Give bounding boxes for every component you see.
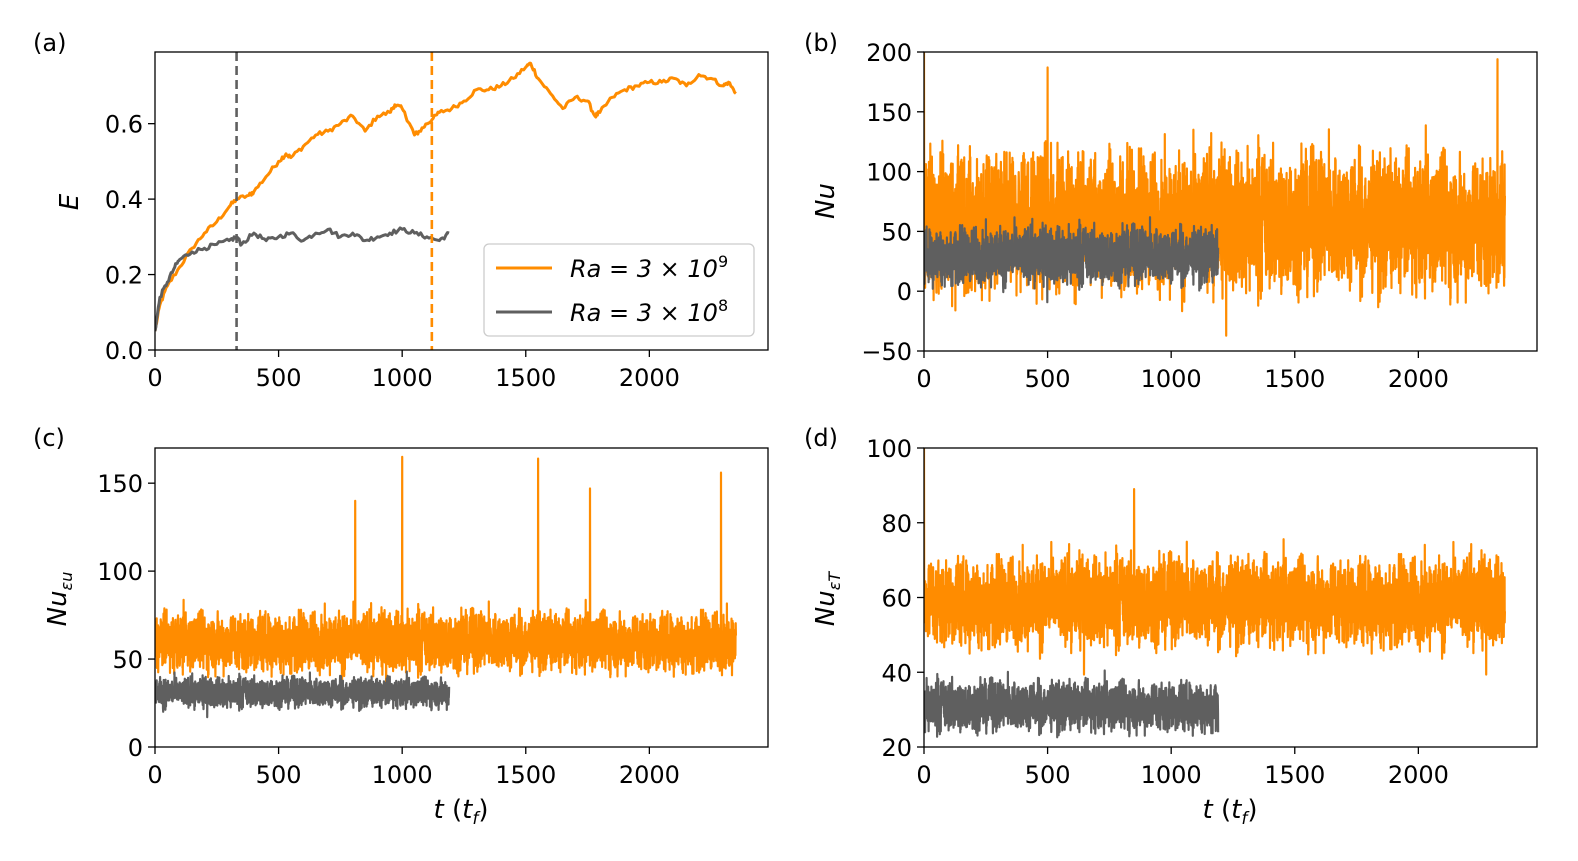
panel-b-xtick-label: 1500 (1264, 365, 1325, 393)
panel-d-ytick-label: 20 (881, 734, 912, 762)
panel-c-ytick-label: 100 (97, 558, 143, 586)
panel-c-label: (c) (33, 424, 65, 452)
panel-b-series-orange (924, 52, 1506, 337)
panel-a-xtick-label: 500 (256, 364, 302, 392)
panel-d-xlabel-t: t (1203, 795, 1214, 825)
panel-b-label: (b) (804, 29, 838, 57)
panel-b-ytick-label: 150 (866, 99, 912, 127)
panel-c-xlabel-t: t (434, 795, 445, 825)
panel-a-xtick-label: 0 (147, 364, 162, 392)
panel-a-series-orange (155, 61, 737, 332)
panel-c-xtick-label: 1000 (372, 761, 433, 789)
panel-c-ytick-label: 50 (112, 646, 143, 674)
panel-c-ylabel-sub: εu (57, 572, 76, 591)
panel-d-xtick-label: 2000 (1388, 761, 1449, 789)
legend-gray-prefix: Ra = 3 × 10 (570, 299, 718, 327)
legend-label-orange: Ra = 3 × 109 (570, 252, 728, 283)
panel-d-ytick-label: 40 (881, 659, 912, 687)
legend-gray-exp: 8 (718, 296, 728, 315)
panel-d-ytick-label: 60 (881, 585, 912, 613)
panel-c-xtick-label: 0 (147, 761, 162, 789)
panel-a-xtick-label: 1000 (372, 364, 433, 392)
panel-a-ytick-label: 0.6 (105, 111, 143, 139)
panel-c-xlabel-open: ( (444, 795, 462, 825)
panel-c-xtick-label: 500 (256, 761, 302, 789)
panel-a-series-gray (155, 226, 450, 332)
legend-label-gray: Ra = 3 × 108 (570, 296, 728, 327)
panel-b-ylabel: Nu (811, 183, 841, 219)
panel-b-series-gray (924, 216, 1220, 304)
legend: Ra = 3 × 109 Ra = 3 × 108 (483, 243, 755, 337)
panel-a-frame (154, 51, 769, 351)
panel-c-frame (154, 447, 769, 748)
panel-c-ylabel: Nuεu (43, 572, 76, 627)
panel-b-xtick-label: 1000 (1141, 365, 1202, 393)
panel-b-ytick-label: 0 (897, 278, 912, 306)
panel-d-series-orange (924, 448, 1506, 676)
panel-a-ylabel: E (55, 193, 85, 210)
panel-b-xtick-label: 500 (1025, 365, 1071, 393)
panel-d-ytick-label: 100 (866, 435, 912, 463)
panel-d-xlabel: t (tf) (1203, 795, 1258, 829)
panel-a-ytick-label: 0.2 (105, 262, 143, 290)
legend-orange-prefix: Ra = 3 × 10 (570, 255, 718, 283)
panel-d-series-gray (924, 669, 1220, 739)
panel-d-xtick-label: 1000 (1141, 761, 1202, 789)
panel-c-ytick-label: 0 (128, 734, 143, 762)
panel-d-ytick-label: 80 (881, 510, 912, 538)
panel-c-xlabel-close: ) (478, 795, 488, 825)
panel-c-xtick-label: 2000 (619, 761, 680, 789)
panel-a-label: (a) (33, 29, 66, 57)
panel-d-xlabel-close: ) (1247, 795, 1257, 825)
panel-d-xlabel-unit-sub: f (1241, 809, 1250, 829)
panel-c-xlabel-unit: t (462, 795, 473, 825)
panel-b-ytick-label: −50 (861, 338, 912, 366)
panel-b-ytick-label: 200 (866, 39, 912, 67)
panel-d-ylabel-main: Nu (811, 590, 841, 626)
panel-b-frame (923, 51, 1538, 352)
panel-a: (a) E 0 500 1000 1500 2000 0.0 0.2 0.4 0.6 Ra = … (33, 29, 769, 392)
panel-c-series-orange (155, 455, 737, 692)
panel-d-label: (d) (804, 424, 838, 452)
panel-c-xtick-label: 1500 (495, 761, 556, 789)
panel-b-xtick-label: 2000 (1388, 365, 1449, 393)
panel-d-xlabel-unit: t (1231, 795, 1242, 825)
panel-a-xtick-label: 1500 (495, 364, 556, 392)
panel-d-xtick-label: 0 (916, 761, 931, 789)
panel-d-ylabel-sub: εT (825, 571, 844, 591)
panel-a-xtick-label: 2000 (619, 364, 680, 392)
panel-c-ytick-label: 150 (97, 470, 143, 498)
panel-d-ylabel: NuεT (811, 571, 844, 627)
panel-a-ytick-label: 0.4 (105, 186, 143, 214)
panel-a-ytick-label: 0.0 (105, 337, 143, 365)
panel-d-frame (923, 447, 1538, 748)
panel-b-ytick-label: 100 (866, 159, 912, 187)
panel-c-xlabel: t (tf) (434, 795, 489, 829)
panel-c-xlabel-unit-sub: f (472, 809, 481, 829)
panel-b-xtick-label: 0 (916, 365, 931, 393)
panel-b-ytick-label: 50 (881, 218, 912, 246)
panel-d-xlabel-open: ( (1213, 795, 1231, 825)
panel-c-series-gray (155, 670, 451, 719)
panel-d-xtick-label: 1500 (1264, 761, 1325, 789)
panel-c-ylabel-main: Nu (43, 590, 73, 626)
panel-d: (d) NuεT 0 500 1000 1500 2000 20 40 60 80 100 t (… (804, 424, 1538, 829)
panel-d-xtick-label: 500 (1025, 761, 1071, 789)
legend-orange-exp: 9 (718, 252, 728, 271)
